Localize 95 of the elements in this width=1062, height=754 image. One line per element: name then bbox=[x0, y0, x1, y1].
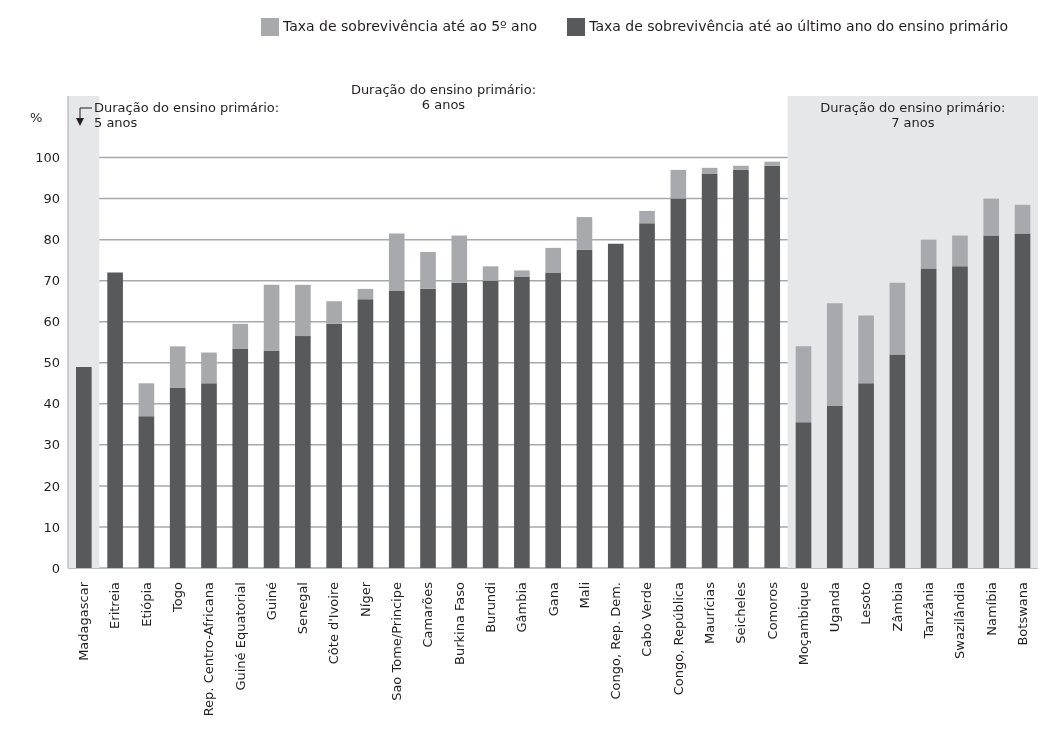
band-label: Duração do ensino primário: 5 anos bbox=[94, 100, 280, 130]
x-tick-label: Tanzânia bbox=[920, 582, 936, 640]
bar bbox=[138, 416, 155, 568]
bar bbox=[826, 303, 843, 406]
bar bbox=[295, 336, 311, 568]
bar bbox=[670, 198, 687, 568]
bar bbox=[764, 165, 781, 568]
bar bbox=[639, 210, 655, 224]
x-tick-label: Moçambique bbox=[795, 582, 811, 666]
x-tick-label: Cabo Verde bbox=[639, 582, 655, 657]
bar bbox=[889, 354, 906, 568]
x-tick-label: Comoros bbox=[764, 581, 780, 640]
x-tick-label: Rep. Centro-Africana bbox=[201, 582, 217, 717]
y-tick-label: 40 bbox=[43, 396, 60, 412]
annotation: Duração do ensino primário: 6 anos bbox=[350, 82, 537, 112]
x-tick-label: Burundi bbox=[482, 582, 498, 633]
x-tick-label: Lesoto bbox=[858, 581, 874, 625]
y-tick-label: 70 bbox=[43, 273, 60, 289]
y-axis-title: % bbox=[30, 110, 43, 125]
x-tick-label: Gana bbox=[545, 582, 561, 617]
x-tick-label: Guiné Equatorial bbox=[232, 582, 248, 691]
bar bbox=[764, 161, 781, 166]
x-tick-label: Togo bbox=[170, 581, 186, 613]
x-tick-label: Seicheles bbox=[733, 581, 749, 644]
x-tick-label: Madagascar bbox=[76, 581, 92, 661]
bar bbox=[983, 235, 1000, 568]
y-tick-label: 10 bbox=[43, 519, 60, 535]
bar bbox=[263, 350, 280, 568]
x-tick-label: Etiópia bbox=[138, 582, 154, 627]
bar bbox=[858, 315, 874, 384]
bar bbox=[701, 167, 718, 174]
x-tick-label: Guiné bbox=[263, 582, 279, 621]
bar bbox=[232, 323, 249, 349]
bar bbox=[420, 288, 436, 568]
bar bbox=[826, 405, 843, 568]
bar bbox=[983, 198, 1000, 236]
bar bbox=[357, 299, 374, 568]
y-tick-label: 20 bbox=[43, 478, 60, 494]
x-tick-label: Uganda bbox=[827, 582, 843, 633]
legend-label: Taxa de sobrevivência até ao 5º ano bbox=[282, 18, 538, 34]
band-label: Duração do ensino primário: 7 anos bbox=[820, 100, 1006, 130]
bar bbox=[357, 288, 374, 300]
y-tick-label: 50 bbox=[43, 355, 60, 371]
bar bbox=[107, 272, 123, 568]
bar bbox=[514, 276, 530, 568]
bar bbox=[607, 243, 624, 568]
bar bbox=[576, 249, 593, 568]
y-tick-label: 60 bbox=[43, 314, 60, 330]
bar bbox=[889, 282, 906, 355]
y-tick-label: 100 bbox=[35, 150, 60, 166]
legend-label: Taxa de sobrevivência até ao último ano do ensino primário bbox=[589, 18, 1008, 34]
y-tick-label: 80 bbox=[43, 232, 60, 248]
bar bbox=[733, 165, 749, 170]
bar bbox=[920, 268, 937, 568]
bar bbox=[232, 348, 249, 568]
bar bbox=[451, 282, 468, 568]
bar bbox=[701, 173, 718, 568]
x-tick-label: Namíbia bbox=[983, 582, 999, 636]
x-tick-label: Côte d'Ivoire bbox=[326, 582, 342, 665]
bar bbox=[169, 387, 186, 568]
x-tick-label: Senegal bbox=[295, 582, 311, 635]
bar bbox=[482, 280, 499, 568]
x-tick-label: Burkina Faso bbox=[451, 581, 467, 665]
x-tick-label: Níger bbox=[357, 581, 373, 617]
x-tick-label: Botswana bbox=[1014, 582, 1030, 646]
bar bbox=[545, 272, 561, 568]
x-tick-label: Swazilândia bbox=[952, 582, 968, 659]
bar bbox=[952, 266, 968, 568]
x-tick-label: Camarões bbox=[420, 581, 436, 648]
y-tick-label: 0 bbox=[51, 560, 60, 576]
bar bbox=[795, 422, 812, 568]
x-tick-label: Mali bbox=[576, 582, 592, 609]
bar bbox=[858, 383, 874, 568]
bar bbox=[733, 169, 749, 568]
bar bbox=[1014, 233, 1031, 568]
bar bbox=[795, 346, 812, 423]
bar bbox=[326, 323, 342, 568]
x-tick-label: Congo, República bbox=[670, 582, 686, 696]
bar bbox=[514, 270, 530, 277]
y-tick-label: 30 bbox=[43, 437, 60, 453]
bar bbox=[1014, 204, 1031, 234]
bar bbox=[201, 383, 217, 568]
x-tick-label: Sao Tome/Principe bbox=[389, 582, 405, 701]
y-tick-label: 90 bbox=[43, 191, 60, 207]
x-tick-label: Gâmbia bbox=[514, 582, 530, 633]
x-tick-label: Eritreia bbox=[107, 582, 123, 629]
bar bbox=[76, 366, 92, 568]
bar bbox=[388, 290, 405, 568]
x-tick-label: Zâmbia bbox=[889, 582, 905, 632]
bar bbox=[952, 235, 968, 267]
x-tick-label: Maurícias bbox=[701, 581, 717, 644]
bar bbox=[639, 223, 655, 568]
bar bbox=[920, 239, 937, 269]
bar bbox=[545, 247, 561, 273]
x-tick-label: Congo, Rep. Dem. bbox=[608, 582, 624, 700]
